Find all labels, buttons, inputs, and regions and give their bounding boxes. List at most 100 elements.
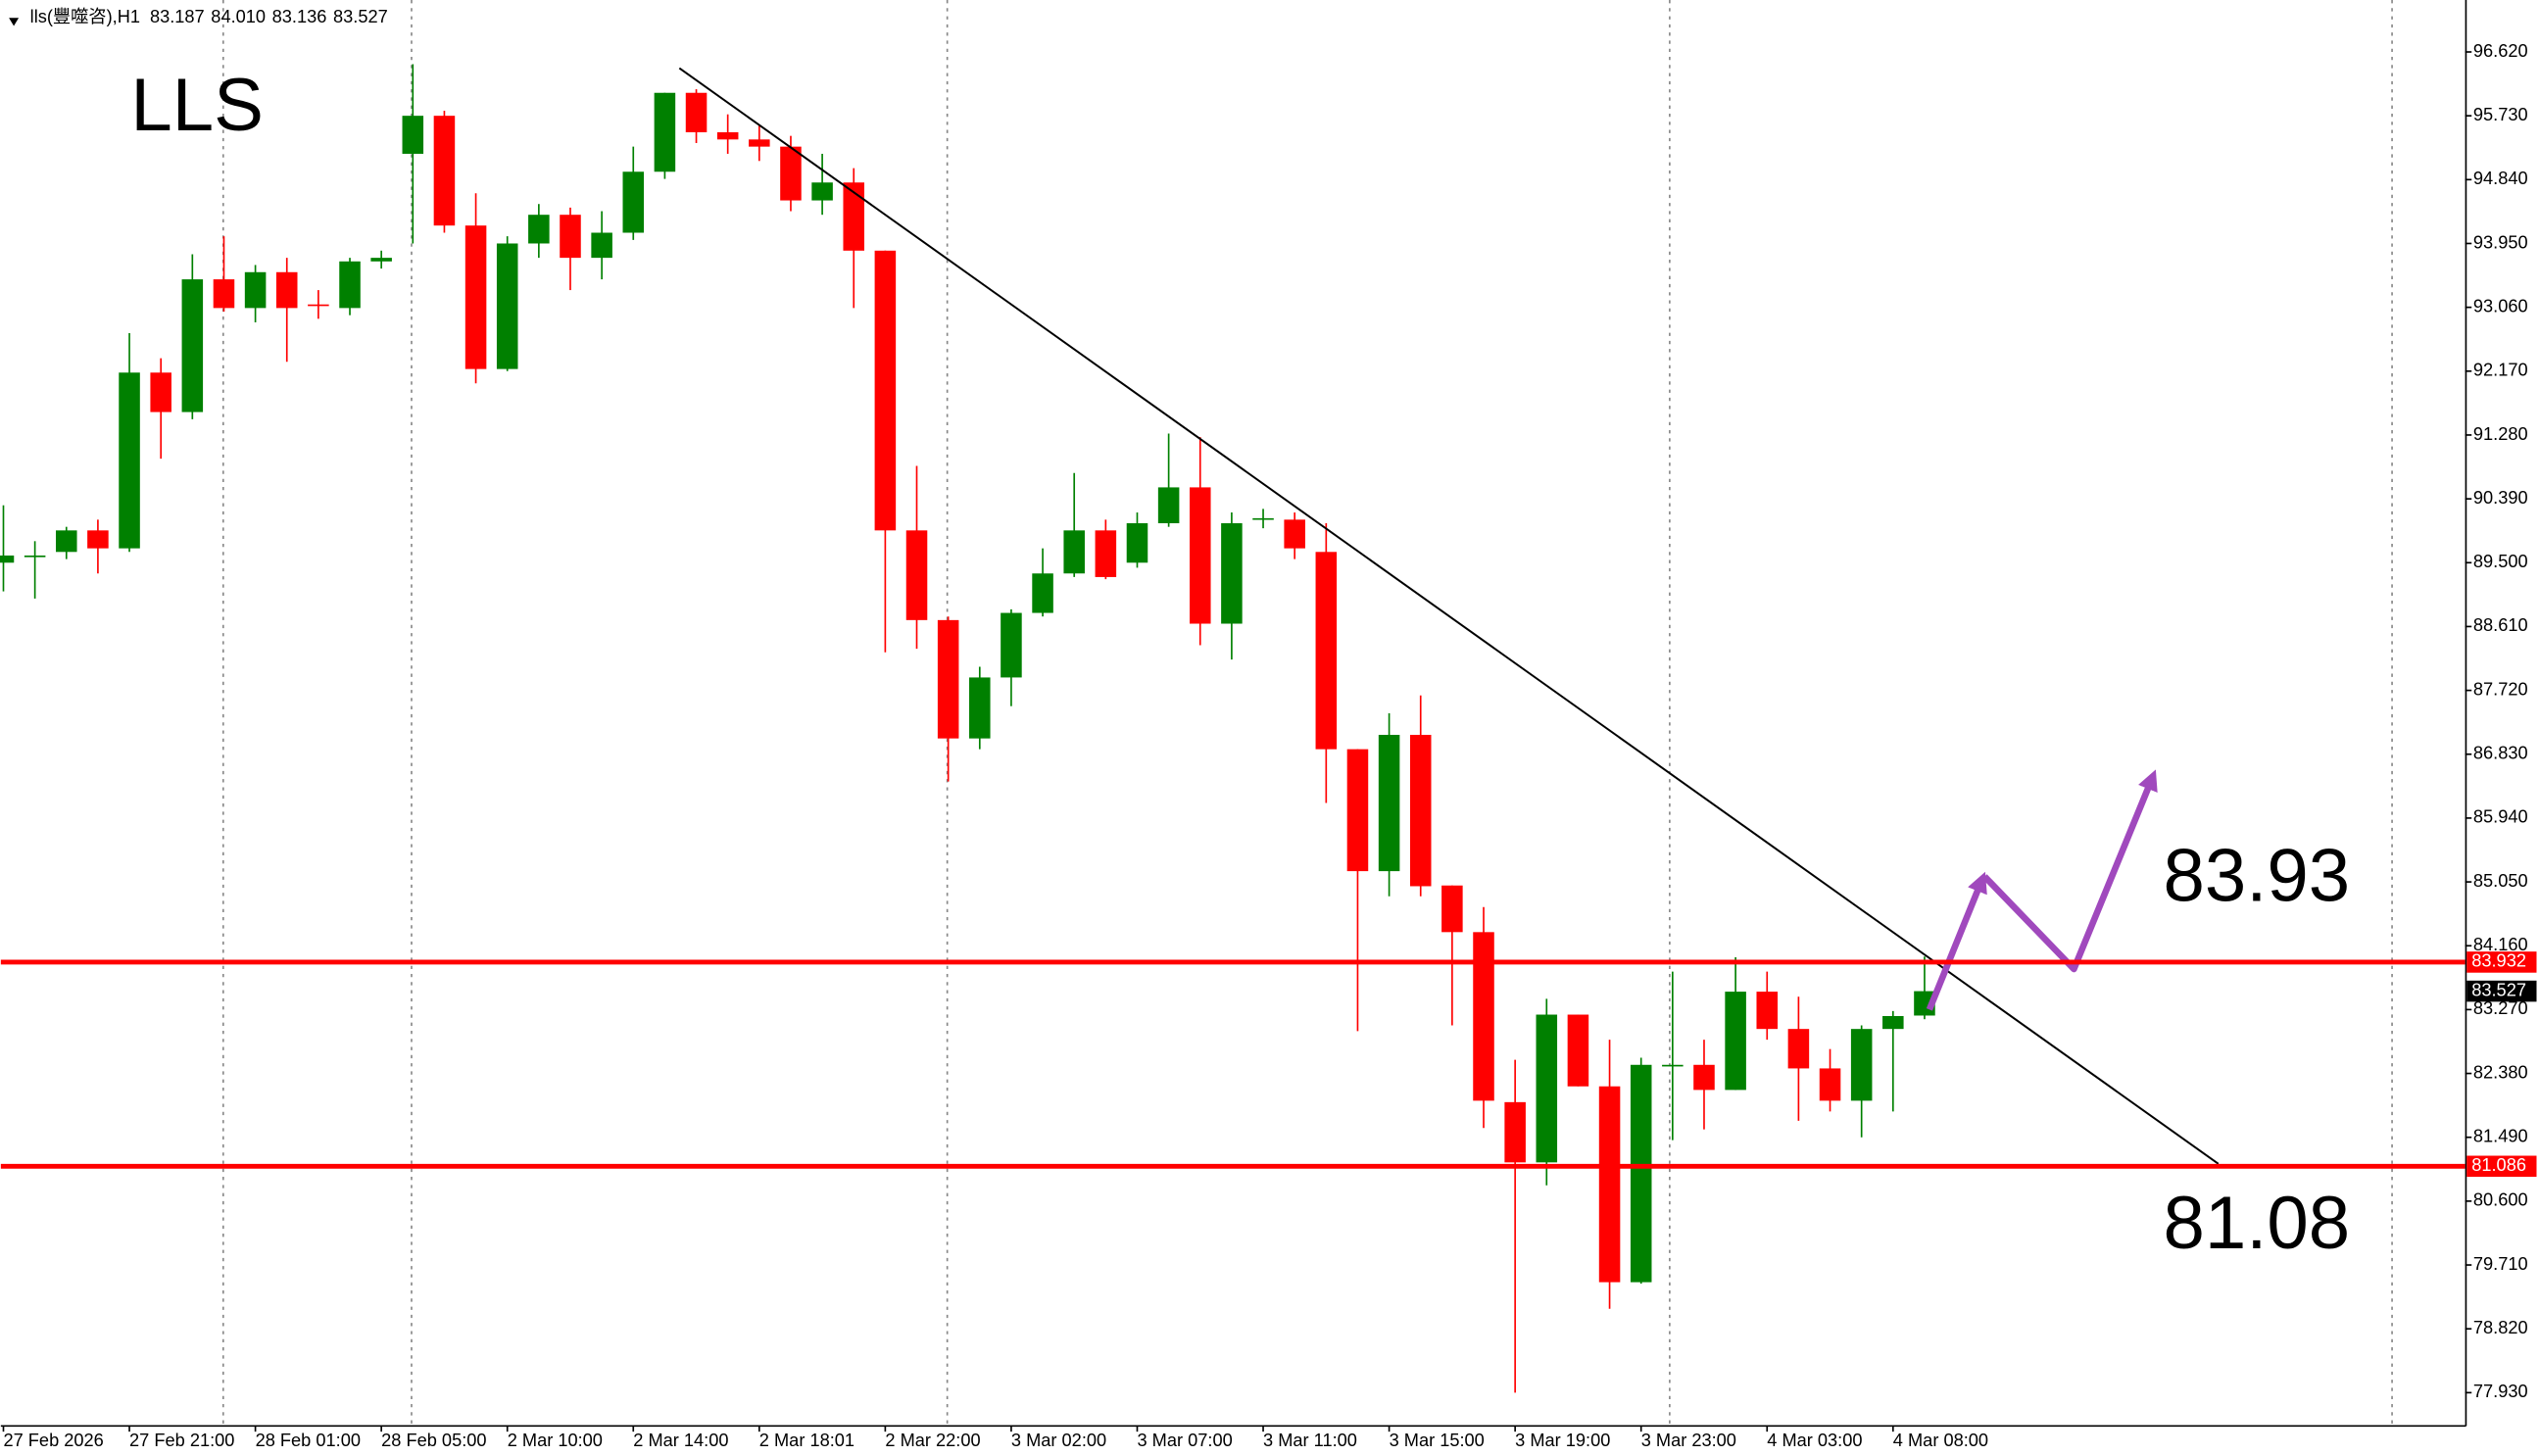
y-tick-label: 82.380 [2473,1062,2528,1082]
candle-body [874,250,897,531]
candle-body [937,619,959,739]
candle-body [843,182,865,251]
y-tick-label: 85.050 [2473,871,2528,891]
price-tag-label: 83.932 [2471,951,2526,971]
candle-body [1284,519,1305,549]
candle-body [1441,885,1463,933]
candle-body [275,271,298,309]
y-tick-label: 84.160 [2473,935,2528,954]
header-triangle [9,18,20,26]
x-tick-label: 3 Mar 11:00 [1263,1431,1357,1450]
candle-body [1157,487,1180,524]
y-tick-label: 81.490 [2473,1127,2528,1146]
candle-body [811,182,833,201]
y-tick-label: 94.840 [2473,169,2528,188]
candle-body [1787,1029,1810,1069]
y-tick-label: 79.710 [2473,1254,2528,1274]
candle-body [402,116,424,154]
x-tick-label: 2 Mar 14:00 [633,1431,728,1450]
x-tick-label: 4 Mar 03:00 [1767,1431,1862,1450]
price-tag-label: 83.527 [2471,980,2526,999]
candle-body [622,171,645,233]
candle-body [464,225,487,369]
candle-body [1882,1015,1904,1030]
y-tick-label: 78.820 [2473,1318,2528,1337]
candle-body [308,304,329,307]
candle-body [905,530,928,620]
x-tick-label: 3 Mar 19:00 [1515,1431,1610,1450]
x-tick-label: 3 Mar 15:00 [1390,1431,1485,1450]
candle-body [1346,749,1369,872]
candle-body [1630,1064,1652,1283]
y-tick-label: 80.600 [2473,1190,2528,1210]
y-tick-label: 77.930 [2473,1382,2528,1401]
candle-body [24,555,46,558]
y-tick-label: 90.390 [2473,488,2528,508]
x-tick-label: 28 Feb 05:00 [381,1431,486,1450]
candle-body [1126,523,1148,563]
candle-body [654,92,676,172]
candle-body [685,92,708,133]
candle-body [433,116,456,226]
x-tick-label: 27 Feb 2026 [3,1431,103,1450]
candle-body [969,677,991,739]
price-tag [2466,980,2537,1002]
y-tick-label: 96.620 [2473,41,2528,61]
candle-body [1536,1014,1558,1163]
candle-body [1598,1086,1621,1283]
forecast-arrow [1981,769,2158,973]
candle-body [150,372,171,413]
candle-body [496,243,518,369]
candle-body [1001,612,1022,678]
y-tick-label: 83.270 [2473,998,2528,1018]
open-label: 83.187 [150,7,205,26]
candle-body [1315,552,1338,750]
forecast-arrow [1926,871,1987,1011]
x-tick-label: 3 Mar 02:00 [1011,1431,1106,1450]
candle-body [119,372,140,549]
candle-body [560,215,581,259]
annotation: 83.93 [2163,835,2350,918]
candle-body [1725,992,1746,1091]
candle-body [244,271,267,309]
x-tick-label: 2 Mar 10:00 [508,1431,603,1450]
candle-body [181,279,204,413]
x-tick-label: 3 Mar 07:00 [1137,1431,1232,1450]
plot [0,64,1935,1393]
candle-body [1567,1014,1589,1087]
candle-body [213,279,235,309]
y-tick-label: 88.610 [2473,615,2528,635]
candle-body [339,261,361,309]
candle-body [716,132,739,140]
candle-body [1819,1068,1841,1101]
candle-body [749,139,770,147]
candle-body [1504,1101,1526,1163]
candle-body [1850,1029,1873,1101]
price-tag [2466,1155,2537,1178]
price-tag [2466,951,2537,973]
candle-body [1252,517,1274,520]
candle-body [1378,734,1400,872]
x-tick-label: 2 Mar 18:01 [759,1431,854,1450]
x-tick-label: 2 Mar 22:00 [885,1431,980,1450]
trend-line [678,67,2220,1165]
low-label: 83.136 [272,7,327,26]
y-tick-label: 93.950 [2473,232,2528,252]
candle-body [0,555,15,563]
candle-body [1473,932,1494,1101]
x-tick-label: 3 Mar 23:00 [1641,1431,1736,1450]
price-tag-label: 81.086 [2471,1155,2526,1175]
candle-body [1189,487,1211,624]
high-label: 84.010 [211,7,266,26]
x-tick-label: 4 Mar 08:00 [1893,1431,1988,1450]
y-tick-label: 95.730 [2473,105,2528,124]
candle-body [56,530,77,553]
close-label: 83.527 [333,7,388,26]
y-tick-label: 93.060 [2473,296,2528,315]
candle-body [1662,1064,1684,1067]
y-tick-label: 89.500 [2473,552,2528,571]
y-tick-label: 91.280 [2473,424,2528,444]
y-tick-label: 86.830 [2473,744,2528,763]
